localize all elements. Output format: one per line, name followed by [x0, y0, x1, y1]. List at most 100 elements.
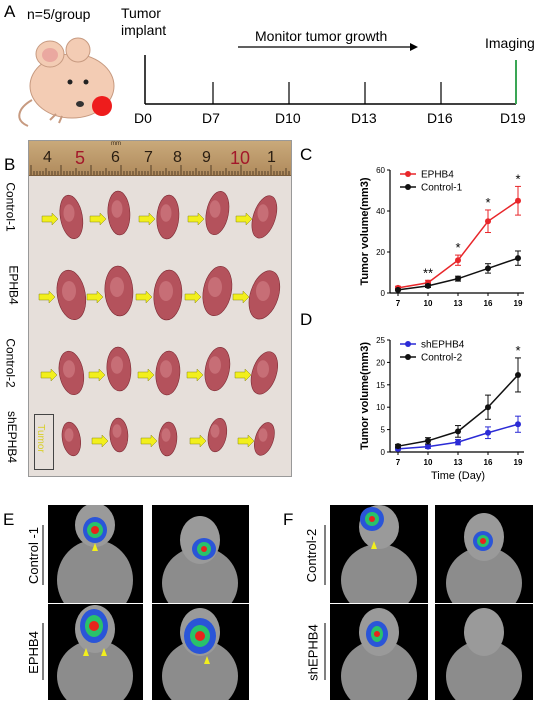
data-point: [515, 371, 521, 378]
significance-annotation: *: [515, 343, 520, 358]
mouse-imaging: [162, 516, 238, 603]
panel-a-letter: A: [4, 2, 16, 21]
y-tick-label: 60: [376, 166, 385, 175]
data-point: [455, 439, 461, 446]
mouse-imaging: [341, 608, 417, 700]
legend-marker: [405, 354, 411, 360]
imaging-label: Imaging: [485, 35, 535, 51]
tumor-highlight: [160, 204, 172, 222]
ruler-number: 7: [144, 149, 153, 166]
data-point: [425, 282, 431, 289]
legend-label: Control-1: [421, 183, 463, 194]
row-label-dividers-f: [324, 525, 326, 680]
row-label-shephb4-imaging: shEPHB4: [305, 624, 321, 681]
x-tick-label: 7: [396, 299, 401, 308]
tumor-highlight: [209, 356, 221, 374]
significance-annotation: *: [455, 240, 460, 255]
legend-marker: [405, 171, 411, 177]
tumor-highlight: [63, 204, 75, 222]
yellow-arrow-icon: [40, 368, 58, 382]
data-point: [485, 404, 491, 411]
tumor-highlight: [112, 424, 122, 438]
timeline-day-1: D7: [202, 110, 220, 126]
yellow-arrow-icon: [135, 290, 153, 304]
tumor-specimens: [38, 190, 281, 457]
panel-f-letter: F: [283, 510, 294, 529]
chart-c: 0204060710131619Time (Day)Tumor volume(m…: [359, 166, 524, 308]
tumor-highlight: [159, 281, 173, 301]
monitor-arrowhead: [410, 43, 418, 51]
data-point: [515, 197, 521, 204]
timeline-day-3: D13: [351, 110, 377, 126]
data-point: [425, 443, 431, 450]
y-tick-label: 20: [376, 358, 385, 367]
mouse-imaging: [446, 608, 522, 700]
imaging-photo-f3: [330, 604, 428, 700]
imaging-photo-f1: [330, 505, 428, 603]
timeline: [144, 43, 517, 105]
ruler: [29, 141, 293, 176]
tumor-highlight: [160, 360, 172, 378]
data-point: [455, 257, 461, 264]
tumor-highlight: [63, 360, 75, 378]
timeline-day-5: D19: [500, 110, 526, 126]
ruler-unit: mm: [111, 141, 121, 147]
yellow-arrow-icon: [88, 368, 106, 382]
x-tick-label: 19: [514, 299, 523, 308]
significance-annotation: **: [423, 265, 433, 280]
tumor-highlight: [257, 204, 269, 222]
row-label-shephb4: shEPHB4: [5, 410, 20, 464]
data-point: [485, 265, 491, 272]
mouse-tail: [18, 99, 33, 127]
chart-d: 0 5 10 15 20 25 7 10 13 16 19 Time (Day) Tumor volum…: [359, 336, 524, 482]
timeline-day-4: D16: [427, 110, 453, 126]
yellow-arrow-icon: [38, 290, 56, 304]
mouse-ear-inner: [42, 48, 58, 62]
y-tick-label: 40: [376, 207, 385, 216]
x-tick-label: 13: [454, 458, 463, 467]
mouse-imaging: [162, 608, 238, 700]
data-point: [395, 443, 401, 450]
y-tick-label: 0: [381, 289, 386, 298]
imaging-photo-e1: [48, 505, 143, 603]
yellow-arrow-icon: [91, 434, 109, 448]
ruler-number: 8: [173, 149, 182, 166]
row-label-ephb4: EPHB4: [6, 265, 21, 305]
timeline-day-0: D0: [134, 110, 152, 126]
significance-annotation: *: [515, 171, 520, 186]
yellow-arrow-icon: [237, 434, 255, 448]
data-point: [455, 275, 461, 282]
legend-label: shEPHB4: [421, 340, 465, 351]
data-point: [485, 218, 491, 225]
y-axis-label: Tumor volume(mm3): [359, 177, 371, 285]
row-label-control-1-imaging: Control -1: [26, 526, 42, 585]
row-label-control-1: Control-1: [3, 182, 18, 232]
legend-label: Control-2: [421, 353, 463, 364]
yellow-arrow-icon: [187, 212, 205, 226]
yellow-arrow-icon: [89, 212, 107, 226]
imaging-photo-f2: [435, 505, 533, 603]
mouse-illustration: [18, 37, 115, 127]
y-tick-label: 20: [376, 248, 385, 257]
y-axis-label: Tumor volume(mm3): [359, 342, 371, 450]
y-tick-label: 10: [376, 403, 385, 412]
mouse-ear-right: [65, 37, 91, 63]
tumor-highlight: [161, 428, 171, 442]
mouse-imaging: [446, 513, 522, 603]
yellow-arrow-icon: [137, 368, 155, 382]
data-point: [395, 286, 401, 293]
data-point: [515, 255, 521, 262]
x-tick-label: 13: [454, 299, 463, 308]
yellow-arrow-icon: [232, 290, 250, 304]
mouse-eye: [67, 79, 73, 85]
x-tick-label: 16: [484, 299, 493, 308]
tumor-highlight: [256, 281, 270, 301]
yellow-arrow-icon: [184, 290, 202, 304]
imaging-photo-f4: [435, 604, 533, 700]
data-point: [425, 437, 431, 444]
yellow-arrow-icon: [234, 368, 252, 382]
imaging-photo-e2: [152, 505, 249, 603]
timeline-day-2: D10: [275, 110, 301, 126]
data-point: [515, 421, 521, 428]
data-point: [455, 428, 461, 435]
